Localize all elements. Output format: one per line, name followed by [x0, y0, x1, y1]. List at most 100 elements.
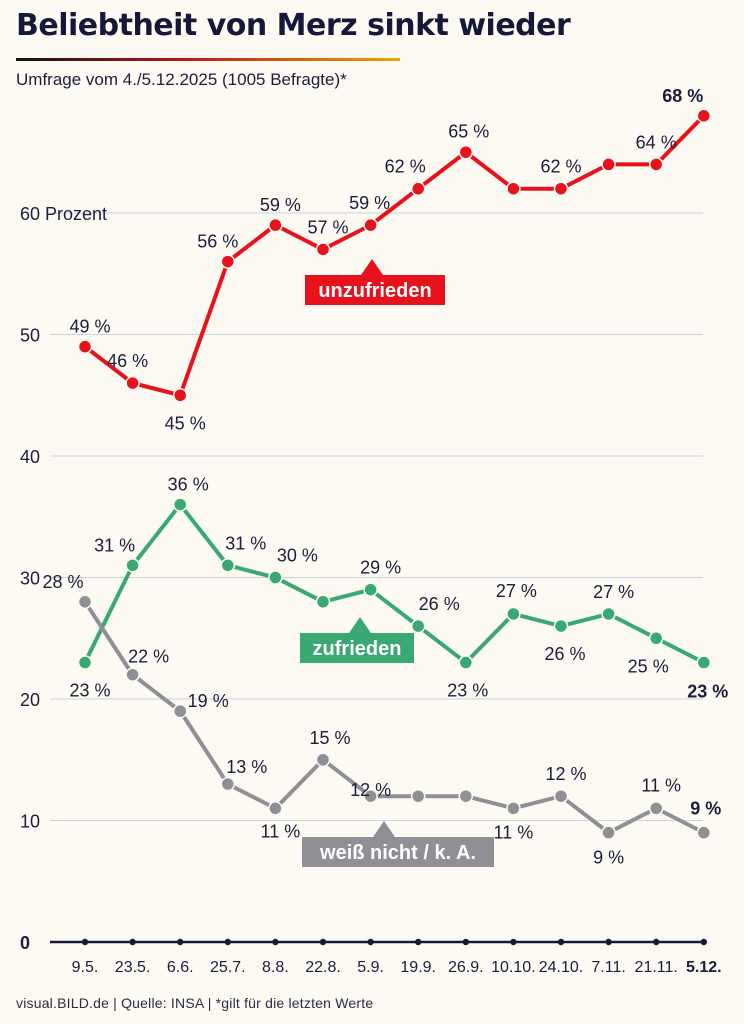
data-label: 11 %	[641, 775, 681, 795]
x-axis-tick	[272, 938, 279, 946]
y-tick-label: 20	[20, 690, 40, 710]
data-point	[696, 825, 712, 840]
series-badge: weiß nicht / k. A.	[302, 821, 494, 867]
y-tick-label: 10	[20, 812, 40, 832]
data-label: 30 %	[277, 546, 318, 566]
series-badge: unzufrieden	[305, 259, 445, 305]
x-tick-label: 21.11.	[635, 959, 678, 976]
chart-title: Beliebtheit von Merz sinkt wieder	[16, 8, 571, 43]
data-point	[77, 655, 93, 670]
data-point	[220, 558, 236, 573]
data-label: 59 %	[260, 195, 301, 215]
data-point	[363, 788, 378, 804]
data-point	[172, 388, 188, 403]
data-point	[648, 631, 664, 646]
data-label: 27 %	[593, 582, 634, 602]
data-point	[363, 217, 378, 233]
x-tick-label: 26.9.	[448, 959, 484, 976]
title-underline	[16, 58, 400, 61]
data-label: 15 %	[309, 728, 350, 748]
data-label: 45 %	[165, 413, 206, 433]
series-badge: zufrieden	[300, 617, 414, 663]
data-point	[315, 242, 331, 257]
data-label: 26 %	[544, 644, 585, 664]
x-tick-label: 19.9.	[400, 959, 436, 976]
data-point	[696, 655, 712, 670]
data-label: 57 %	[307, 217, 348, 237]
data-label: 12 %	[545, 764, 586, 784]
data-label: 13 %	[226, 757, 267, 777]
data-label: 23 %	[687, 682, 728, 702]
data-label: 25 %	[628, 656, 669, 676]
badge-pointer	[373, 821, 395, 837]
x-axis-tick	[81, 938, 89, 946]
x-tick-label: 25.7.	[210, 959, 246, 976]
data-point	[458, 788, 474, 804]
series-wei-nicht-k-a-: 28 % 22 % 19 % 13 % 11 % 15 % 12 % 11 % 12 % 9 % 1…	[42, 572, 721, 868]
x-tick-label: 24.10.	[539, 959, 583, 976]
data-label: 31 %	[225, 533, 266, 553]
data-point	[410, 788, 426, 804]
data-point	[268, 801, 283, 816]
chart-subtitle: Umfrage vom 4./5.12.2025 (1005 Befragte)…	[16, 70, 347, 89]
data-label: 11 %	[261, 821, 301, 841]
badge-pointer	[361, 259, 383, 275]
data-point	[506, 181, 521, 196]
data-point	[410, 618, 426, 634]
data-point	[553, 181, 569, 196]
x-axis-tick	[462, 938, 469, 946]
x-axis-tick	[415, 938, 422, 946]
data-point	[172, 703, 188, 719]
data-point	[220, 776, 236, 792]
series-line	[83, 502, 706, 665]
data-label: 27 %	[496, 581, 537, 601]
data-point	[125, 375, 140, 391]
series-line	[83, 113, 706, 398]
badge-box	[305, 275, 445, 305]
x-tick-label: 22.8.	[305, 959, 341, 976]
data-label: 29 %	[360, 558, 401, 578]
data-label: 68 %	[662, 86, 703, 106]
badge-pointer	[349, 617, 371, 633]
data-point	[172, 497, 188, 512]
x-tick-label: 23.5.	[115, 959, 151, 976]
series-unzufrieden: 49 %46 %45 %56 %59 %57 %59 %62 %65 %62 %…	[69, 86, 712, 433]
x-axis-tick	[700, 938, 707, 946]
data-point	[648, 801, 664, 816]
source-footer: visual.BILD.de | Quelle: INSA | *gilt fü…	[16, 995, 374, 1011]
data-point	[601, 825, 616, 840]
data-label: 11 %	[494, 822, 534, 842]
data-point	[553, 788, 569, 804]
x-tick-label: 6.6.	[167, 959, 194, 976]
data-point	[410, 181, 426, 196]
data-label: 46 %	[107, 351, 148, 371]
x-axis-tick	[653, 938, 660, 946]
data-label: 62 %	[540, 157, 581, 177]
badge-label: unzufrieden	[318, 280, 431, 302]
data-label: 19 %	[188, 691, 229, 711]
data-label: 49 %	[69, 317, 110, 337]
x-tick-label: 7.11.	[591, 959, 625, 976]
data-label: 12 %	[350, 780, 391, 800]
x-axis-tick	[605, 938, 612, 946]
data-label: 28 %	[42, 572, 83, 592]
series-line	[83, 599, 706, 835]
x-tick-label: 5.9.	[357, 959, 384, 976]
data-point	[268, 217, 283, 233]
x-tick-label: 5.12.	[686, 959, 722, 976]
series-zufrieden: 23 % 31 % 36 % 31 % 30 % 29 % 26 % 23 % 27 % 26 %…	[69, 475, 728, 702]
data-point	[696, 108, 712, 124]
data-label: 23 %	[447, 681, 488, 701]
data-point	[506, 801, 521, 816]
data-point	[77, 594, 93, 610]
data-label: 9 %	[690, 799, 721, 819]
data-point	[268, 570, 283, 585]
x-tick-label: 10.10.	[491, 959, 535, 976]
data-point	[458, 655, 474, 670]
x-axis-tick	[319, 938, 327, 946]
y-tick-label: 30	[20, 569, 40, 589]
y-tick-label: 50	[20, 326, 40, 346]
x-axis-tick	[510, 938, 517, 946]
data-point	[315, 752, 331, 767]
